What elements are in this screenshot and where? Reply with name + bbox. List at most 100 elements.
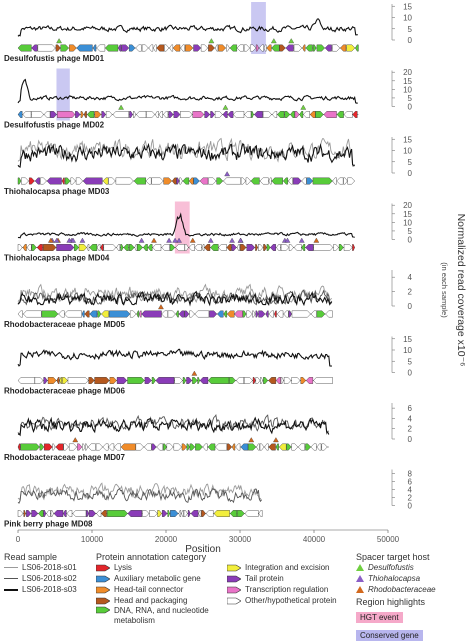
gene-arrow (167, 510, 170, 517)
gene-arrow (55, 443, 64, 451)
gene-arrow (231, 443, 236, 451)
gene-arrow (82, 177, 103, 185)
gene-arrow (310, 443, 317, 451)
gene-arrow (155, 377, 175, 384)
spacer-target-marker (166, 237, 172, 243)
gene-arrow (255, 244, 258, 251)
spacer-target-marker (273, 437, 279, 443)
gene-arrow (192, 111, 205, 118)
gene-arrow (336, 111, 344, 118)
gene-arrow (195, 443, 203, 451)
gene-arrow (231, 244, 237, 251)
panel-title: Pink berry phage MD08 (4, 520, 93, 529)
gene-arrow (352, 111, 358, 118)
y-tick-label: 8 (408, 470, 413, 479)
gene-arrow (210, 244, 219, 251)
spacer-legend-title: Spacer target host (356, 552, 430, 562)
gene-arrow (129, 244, 135, 251)
spacer-target-marker (72, 437, 79, 443)
gene-arrow (208, 44, 215, 52)
gene-arrow (325, 310, 333, 318)
gene-arrow (180, 111, 193, 118)
legend-area: Read sample LS06-2018-s01 LS06-2018-s02 LS… (0, 552, 474, 641)
triangle-marker-icon (356, 564, 364, 571)
y-tick-label: 4 (408, 273, 413, 282)
y-tick-label: 15 (403, 2, 412, 11)
gene-arrow (34, 177, 41, 185)
gene-arrow-swatch (96, 606, 110, 614)
gene-arrow (143, 244, 148, 251)
panel-title: Desulfofustis phage MD02 (4, 121, 105, 130)
protein-legend-label: Lysis (114, 563, 132, 572)
gene-arrow (102, 443, 109, 451)
gene-arrow (201, 510, 206, 517)
gene-arrow (62, 377, 68, 384)
y-tick-label: 2 (408, 425, 413, 434)
gene-arrow (133, 111, 137, 118)
spacer-target-marker (288, 38, 295, 44)
gene-arrow (255, 44, 259, 52)
gene-arrow (272, 111, 278, 118)
gene-arrow (137, 244, 143, 251)
gene-arrow (309, 111, 316, 118)
y-tick-label: 5 (408, 25, 413, 34)
read-sample-legend-label: LS06-2018-s03 (22, 585, 77, 594)
gene-arrow (226, 310, 235, 318)
gene-arrow (283, 177, 289, 185)
gene-arrow (31, 244, 37, 251)
legend-line-swatch (4, 588, 18, 591)
gene-arrow (158, 111, 163, 118)
gene-arrow (120, 244, 124, 251)
gene-arrow (121, 44, 130, 52)
gene-arrow (22, 111, 32, 118)
gene-arrow (244, 377, 253, 384)
gene-arrow (347, 177, 355, 185)
read-sample-legend-label: LS06-2018-s01 (22, 563, 77, 572)
gene-arrow (306, 177, 314, 185)
gene-arrow (181, 443, 187, 451)
gene-arrow (70, 177, 76, 185)
gene-arrow (199, 377, 209, 384)
gene-arrow (179, 177, 183, 185)
gene-arrow (75, 111, 81, 118)
gene-arrow (134, 244, 138, 251)
gene-arrow (31, 111, 44, 118)
gene-arrow (65, 177, 71, 185)
gene-arrow (262, 111, 272, 118)
gene-arrow (169, 244, 176, 251)
spacer-target-marker (270, 38, 277, 44)
gene-arrow (120, 443, 136, 451)
protein-legend-item: Integration and excision (227, 562, 356, 573)
gene-arrow (26, 510, 32, 517)
gene-arrow-swatch-shape (227, 575, 241, 582)
gene-arrow (223, 310, 228, 318)
gene-arrow (260, 377, 263, 384)
gene-arrow (258, 310, 266, 318)
gene-arrow (189, 310, 195, 318)
gene-arrow (143, 443, 152, 451)
y-tick-label: 5 (408, 357, 413, 366)
gene-arrow (72, 510, 87, 517)
gene-arrow (200, 44, 208, 52)
gene-arrow (102, 177, 109, 185)
gene-arrow (336, 177, 344, 185)
gene-arrow (346, 44, 356, 52)
y-tick-label: 0 (408, 236, 413, 245)
gene-arrow (139, 310, 142, 318)
gene-arrow (288, 310, 292, 318)
gene-arrow-swatch (227, 564, 241, 571)
gene-arrow (96, 510, 102, 517)
gene-arrow (75, 177, 84, 185)
gene-arrow (57, 111, 76, 118)
gene-arrow (178, 510, 182, 517)
gene-arrow (168, 111, 174, 118)
gene-arrow (290, 111, 295, 118)
gene-arrow (227, 111, 234, 118)
gene-arrow (286, 443, 292, 451)
coverage-line-s03 (17, 18, 358, 37)
gene-arrow (193, 44, 202, 52)
spacer-target-marker (224, 171, 230, 177)
gene-arrow-swatch-shape (96, 575, 110, 582)
gene-arrow (340, 44, 347, 52)
region-highlight-legend-row: HGT event (356, 607, 474, 625)
